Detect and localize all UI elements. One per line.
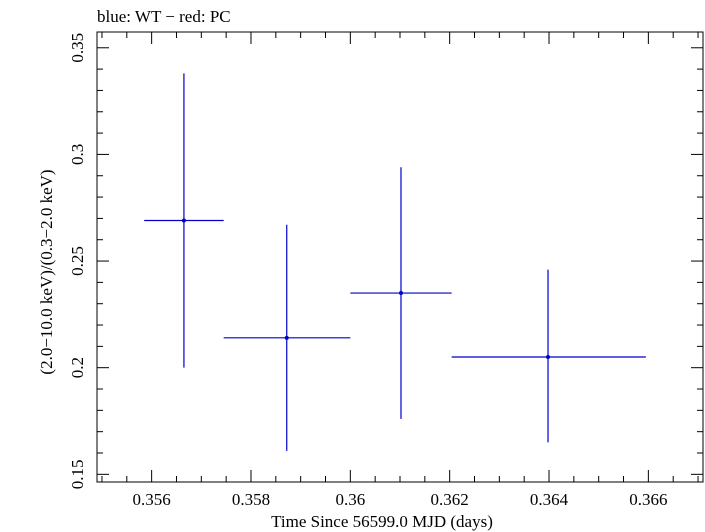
y-tick-label: 0.2 <box>68 357 87 378</box>
x-tick-label: 0.356 <box>133 490 171 509</box>
x-ticks-group: 0.356 0.358 0.36 0.362 0.364 0.366 <box>101 32 699 509</box>
data-marker <box>546 355 551 360</box>
x-tick-label: 0.366 <box>629 490 667 509</box>
y-tick-label: 0.15 <box>68 459 87 489</box>
y-tick-label: 0.35 <box>68 33 87 63</box>
data-point <box>144 73 224 368</box>
data-marker <box>284 335 289 340</box>
x-tick-label: 0.36 <box>335 490 365 509</box>
plot-frame <box>96 31 704 483</box>
chart-title: blue: WT − red: PC <box>97 7 231 26</box>
x-axis-label: Time Since 56599.0 MJD (days) <box>271 512 493 531</box>
data-marker <box>398 291 403 296</box>
data-point <box>350 167 452 419</box>
y-tick-label: 0.25 <box>68 246 87 276</box>
x-tick-label: 0.362 <box>431 490 469 509</box>
data-point <box>223 224 351 451</box>
y-axis-label: (2.0−10.0 keV)/(0.3−2.0 keV) <box>37 169 56 374</box>
data-point <box>451 269 646 443</box>
x-tick-label: 0.364 <box>530 490 569 509</box>
data-marker <box>181 218 186 223</box>
plot-frame-group <box>96 31 704 483</box>
data-points-group <box>144 73 646 451</box>
x-tick-label: 0.358 <box>232 490 270 509</box>
y-tick-label: 0.3 <box>68 144 87 165</box>
y-ticks-group: 0.15 0.2 0.25 0.3 0.35 <box>68 33 703 489</box>
